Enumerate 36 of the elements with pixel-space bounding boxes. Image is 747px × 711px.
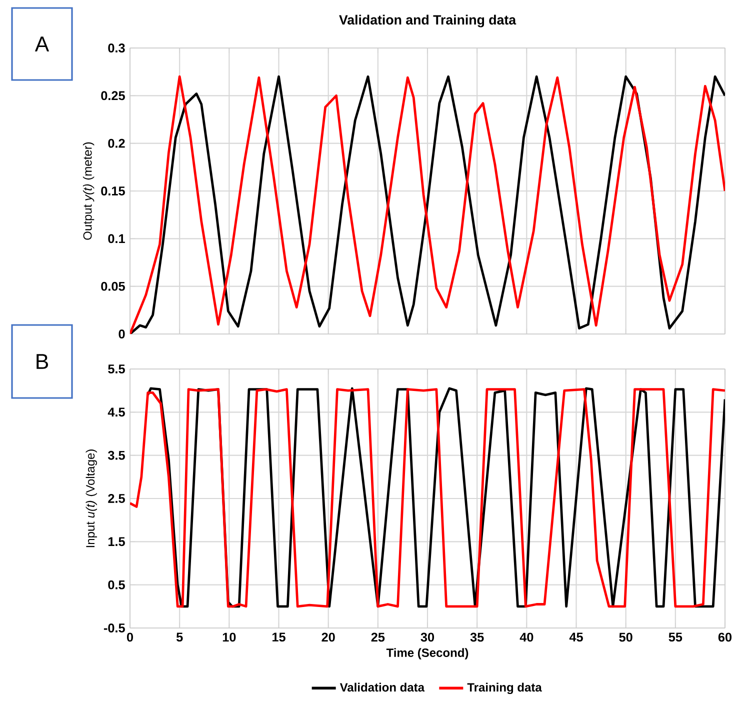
y-tick-label: 0.25 xyxy=(101,91,125,100)
y-tick-label: 0 xyxy=(118,330,125,338)
x-tick-label: 40 xyxy=(520,632,534,642)
x-tick-label: 55 xyxy=(668,632,682,642)
legend-label: Training data xyxy=(467,682,542,694)
x-tick-label: 25 xyxy=(371,632,385,642)
y-axis-title: Output y(t) (meter) xyxy=(82,142,94,240)
y-tick-label: 0.3 xyxy=(108,44,125,52)
y-tick-label: -0.5 xyxy=(104,624,125,632)
text: B xyxy=(36,354,48,369)
text: A xyxy=(34,36,50,52)
y-tick-label: 0.05 xyxy=(101,282,125,291)
y-tick-label: 0.1 xyxy=(108,234,125,244)
y-tick-label: 5.5 xyxy=(108,364,125,374)
x-tick-label: 50 xyxy=(619,632,632,642)
x-tick-label: 60 xyxy=(718,632,732,642)
y-tick-label: 0.2 xyxy=(108,138,125,148)
x-tick-label: 15 xyxy=(272,632,286,642)
chart-title: Validation and Training data xyxy=(339,14,516,28)
x-tick-label: 10 xyxy=(222,632,236,642)
x-tick-label: 5 xyxy=(176,632,183,642)
legend-label: Validation data xyxy=(340,682,425,692)
y-tick-label: 3.5 xyxy=(108,450,125,460)
y-tick-label: 4.5 xyxy=(108,408,125,417)
x-tick-label: 0 xyxy=(126,632,134,642)
y-tick-label: 0.5 xyxy=(108,580,125,590)
y-tick-label: 0.15 xyxy=(101,186,125,196)
x-tick-label: 20 xyxy=(322,632,335,642)
x-tick-label: 30 xyxy=(420,632,434,642)
y-tick-label: 2.5 xyxy=(108,494,125,503)
x-tick-label: 45 xyxy=(569,632,583,642)
y-axis-title: Input u(t) (Voltage) xyxy=(86,450,97,548)
x-axis-title: Time (Second) xyxy=(386,648,468,660)
y-tick-label: 1.5 xyxy=(108,537,125,546)
x-tick-label: 35 xyxy=(470,632,484,642)
line-series xyxy=(130,75,725,334)
